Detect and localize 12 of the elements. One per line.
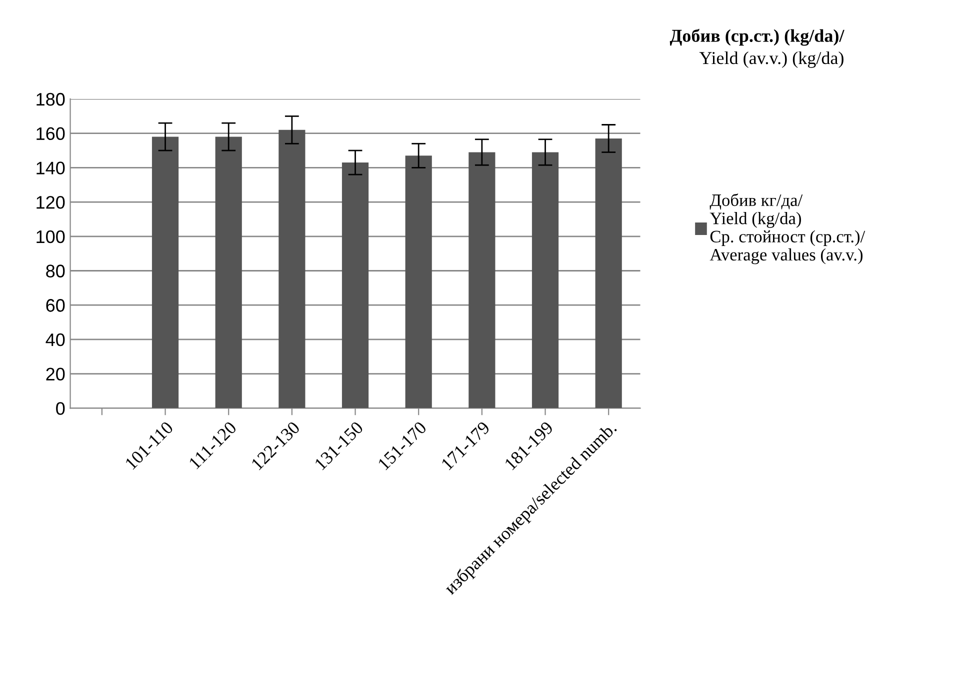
- y-tick-label: 120: [36, 196, 65, 209]
- y-tick-label: 80: [46, 264, 65, 278]
- text: Добив (ср.ст.) (kg/da)/ Yield (av.v.) (kg/da): [670, 28, 844, 68]
- y-tick-label: 100: [36, 230, 65, 244]
- y-tick-label: 60: [46, 299, 65, 312]
- y-tick-label: 140: [36, 162, 65, 174]
- y-tick-label: 20: [46, 368, 65, 381]
- y-tick-label: 180: [36, 92, 65, 106]
- legend-label: Добив кг/да/ Yield (kg/da) Ср. стойност (ср.ст.)/ Average values (av.v.): [710, 193, 866, 264]
- y-tick-label: 160: [36, 127, 65, 140]
- y-tick-label: 40: [46, 333, 65, 346]
- y-tick-label: 0: [56, 402, 65, 415]
